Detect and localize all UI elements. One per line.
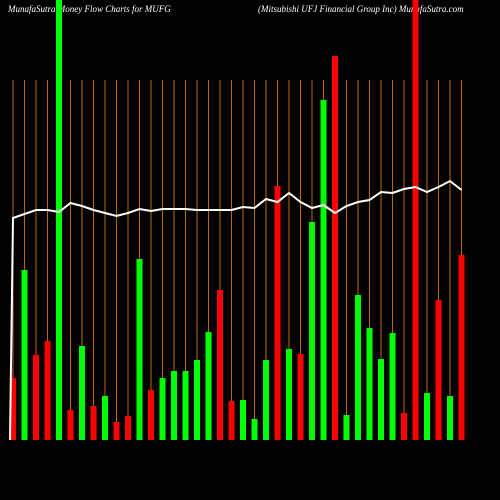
- bar: [412, 0, 419, 440]
- bar: [56, 0, 62, 440]
- chart-title: MunafaSutra Money Flow Charts for MUFG: [7, 4, 171, 14]
- bar: [182, 371, 189, 440]
- bar: [424, 393, 430, 440]
- bar: [297, 354, 304, 440]
- bar: [21, 270, 28, 440]
- bar: [286, 349, 292, 440]
- bar: [217, 290, 223, 440]
- bar: [44, 341, 51, 440]
- bar: [90, 406, 97, 440]
- bar: [389, 333, 396, 440]
- bar: [343, 415, 350, 440]
- bar: [33, 355, 39, 440]
- bar: [274, 186, 281, 440]
- bar: [240, 400, 246, 440]
- bar: [79, 346, 85, 440]
- bar: [378, 359, 384, 440]
- bar: [458, 255, 465, 440]
- bar: [136, 259, 143, 440]
- bar: [332, 56, 338, 440]
- bar: [10, 378, 16, 440]
- bar: [447, 396, 453, 440]
- bar: [125, 416, 131, 440]
- bar: [401, 413, 407, 440]
- bar: [67, 410, 74, 440]
- bar: [171, 371, 177, 440]
- bar: [366, 328, 373, 440]
- bar: [320, 100, 327, 440]
- bar: [148, 390, 154, 440]
- bar: [435, 300, 442, 440]
- bar: [113, 422, 120, 440]
- bar: [263, 360, 269, 440]
- bar: [309, 222, 315, 440]
- bar: [205, 332, 212, 440]
- bar: [355, 295, 361, 440]
- chart-subtitle: (Mitsubishi UFJ Financial Group Inc) Mun…: [258, 4, 464, 14]
- bar: [228, 401, 235, 440]
- bar: [102, 396, 108, 440]
- bar: [194, 360, 200, 440]
- bar: [159, 378, 166, 440]
- money-flow-line: [9, 179, 463, 441]
- bar: [251, 419, 258, 440]
